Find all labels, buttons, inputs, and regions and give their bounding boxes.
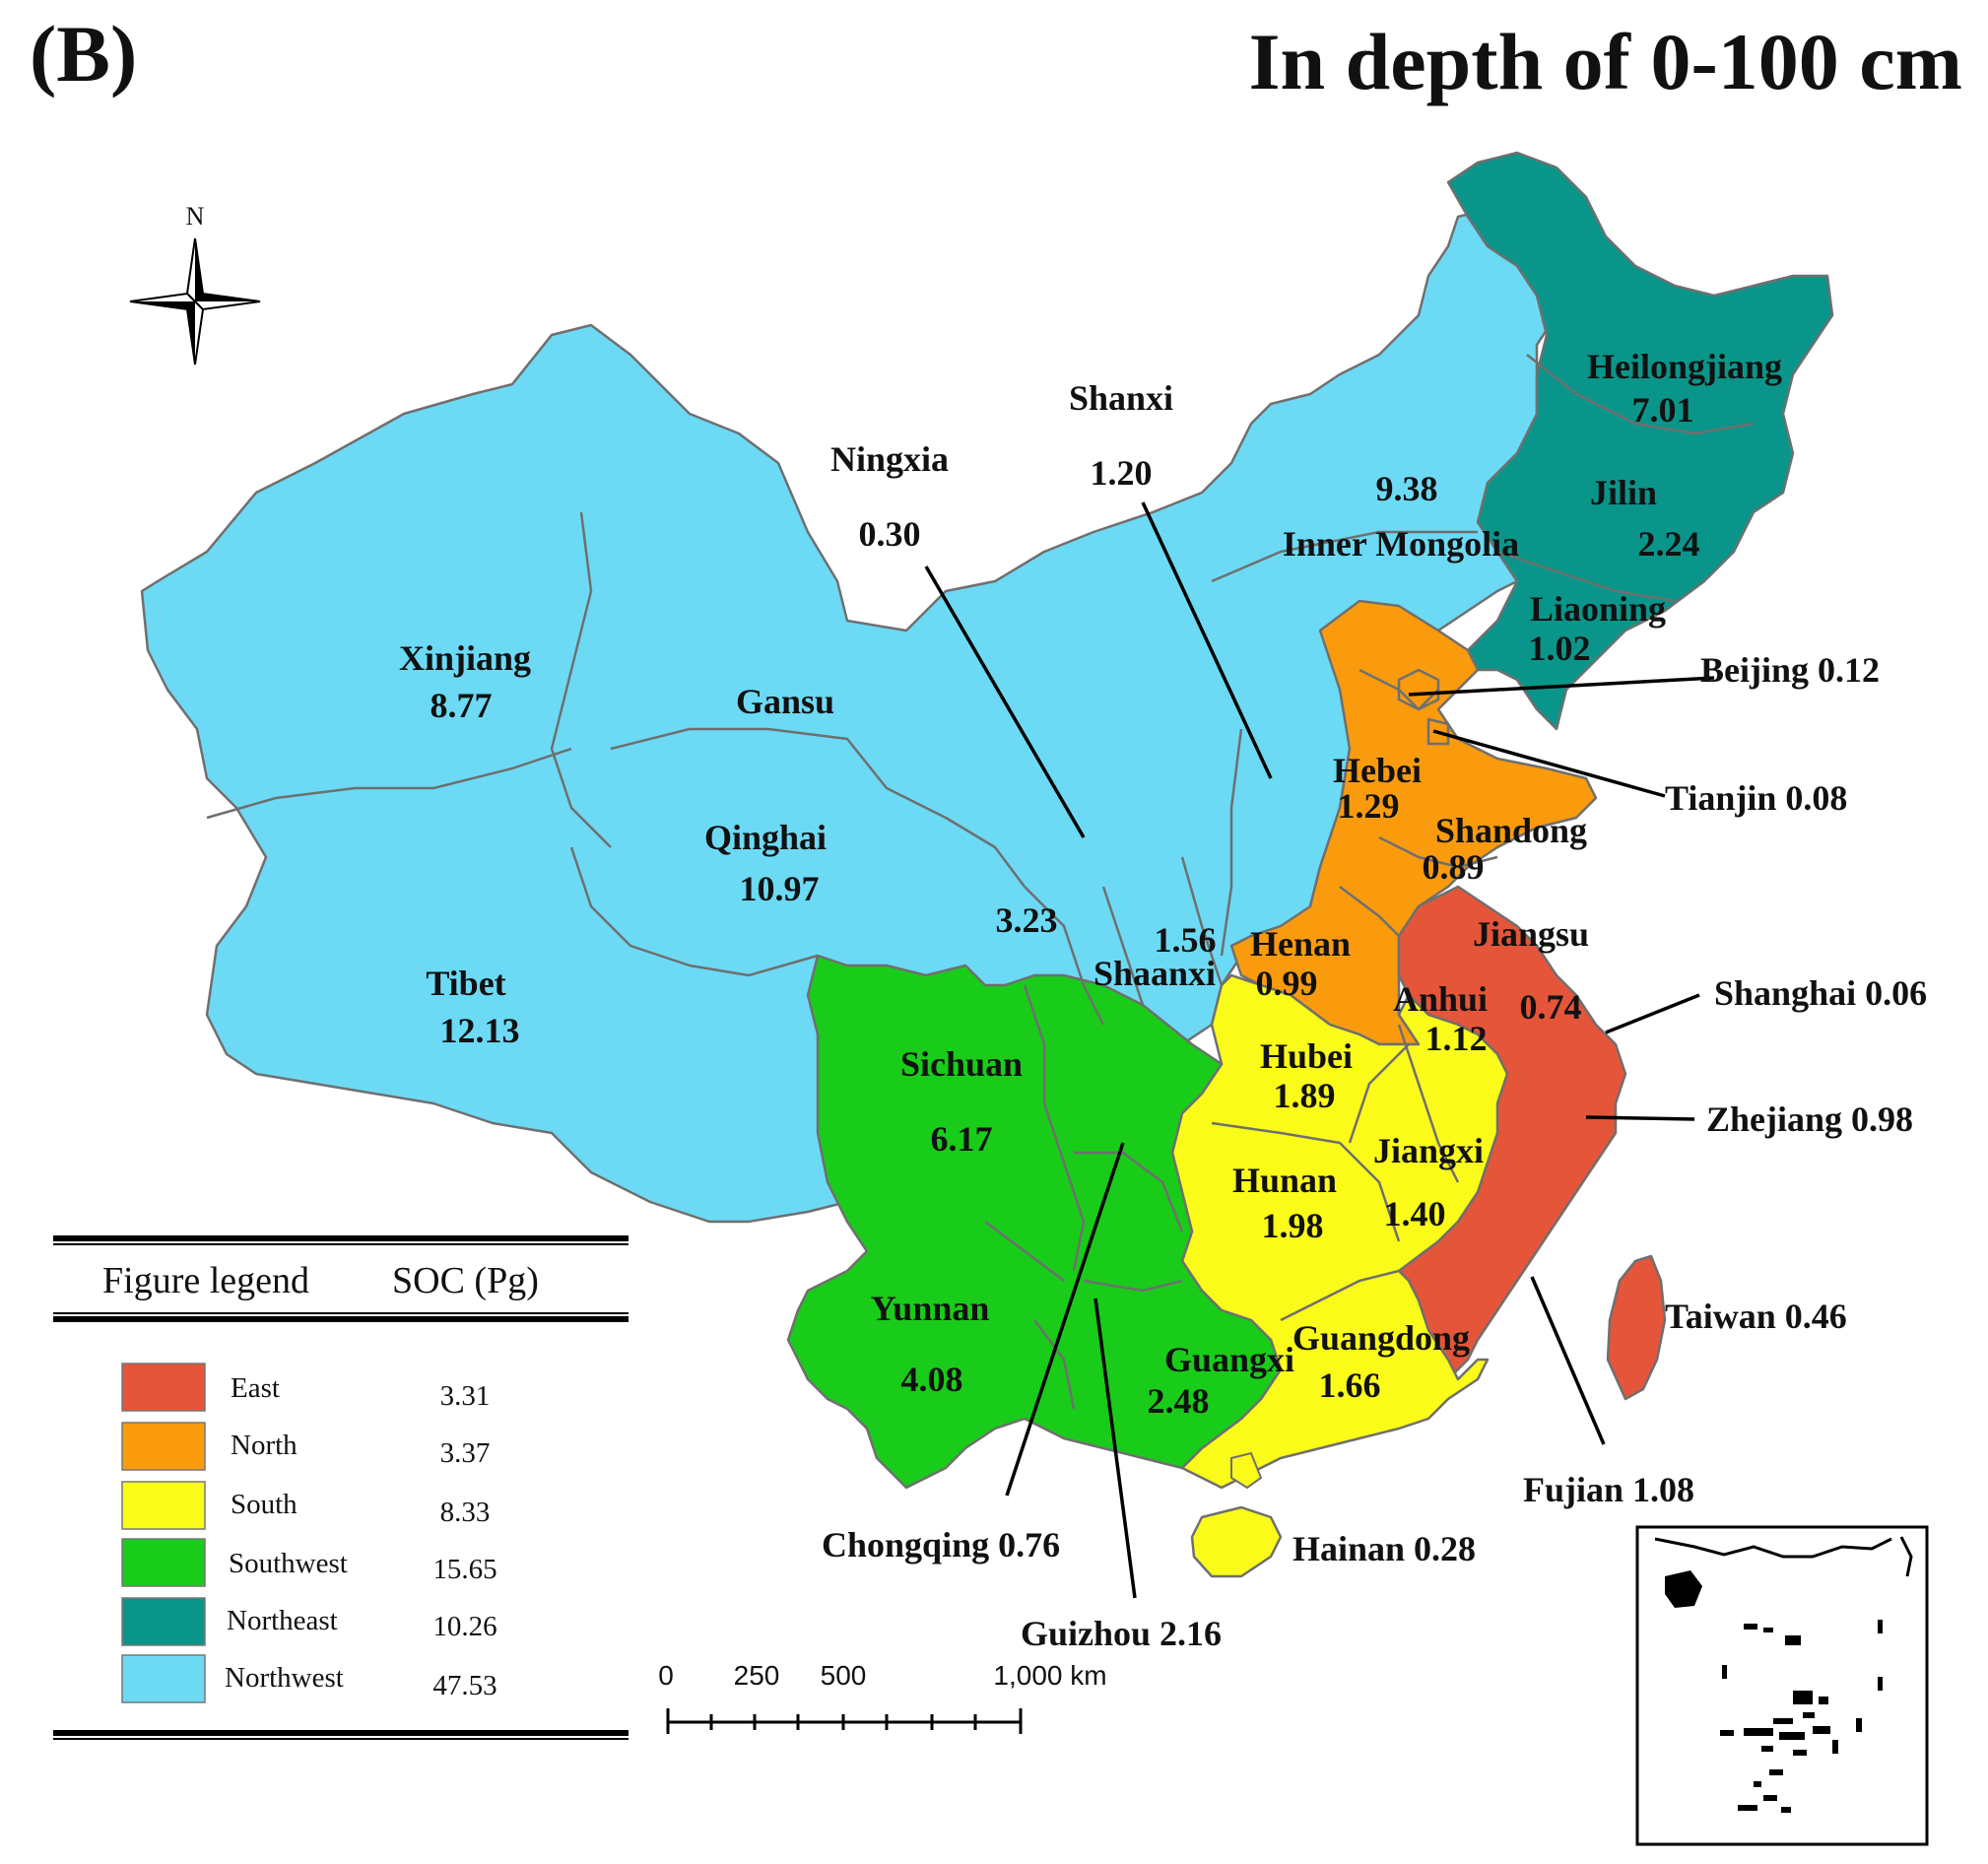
label-henan-value: 0.99 [1256, 964, 1318, 1003]
label-guangxi-value: 2.48 [1148, 1381, 1210, 1421]
label-yunnan-value: 4.08 [901, 1360, 963, 1399]
label-guangdong-value: 1.66 [1319, 1365, 1381, 1405]
label-guangdong-name: Guangdong [1292, 1318, 1470, 1358]
province-labels: Xinjiang 8.77 Tibet 12.13 Qinghai 10.97 … [399, 347, 1927, 1653]
scale-label-0: 0 [658, 1660, 674, 1691]
leader-lines [924, 501, 1715, 1599]
tianjin-outline [1426, 717, 1450, 746]
label-chongqing: Chongqing 0.76 [822, 1525, 1060, 1564]
region-southwest [786, 954, 1283, 1490]
legend-label-southwest: Southwest [229, 1548, 348, 1579]
region-taiwan [1606, 1254, 1667, 1401]
legend-value-south: 8.33 [440, 1497, 491, 1528]
legend-value-east: 3.31 [440, 1380, 491, 1412]
legend-label-east: East [231, 1372, 280, 1404]
label-hebei-value: 1.29 [1338, 786, 1400, 826]
legend-value-southwest: 15.65 [432, 1554, 497, 1585]
label-gansu-name: Gansu [736, 682, 834, 721]
label-guizhou: Guizhou 2.16 [1021, 1614, 1222, 1653]
legend-value-northeast: 10.26 [432, 1611, 497, 1642]
label-beijing: Beijing 0.12 [1700, 650, 1880, 690]
compass-north-letter: N [186, 202, 205, 231]
label-jilin-value: 2.24 [1638, 524, 1700, 564]
scale-label-500: 500 [821, 1660, 867, 1691]
label-hunan-name: Hunan [1232, 1161, 1337, 1200]
label-tibet-value: 12.13 [440, 1011, 520, 1050]
label-liaoning-name: Liaoning [1530, 589, 1666, 629]
label-qinghai-value: 10.97 [740, 869, 820, 908]
legend-swatch-southwest [121, 1538, 206, 1587]
label-anhui-value: 1.12 [1425, 1019, 1488, 1058]
label-liaoning-value: 1.02 [1529, 629, 1591, 668]
label-henan-name: Henan [1250, 924, 1351, 964]
scale-label-1000: 1,000 km [993, 1660, 1106, 1691]
label-hubei-value: 1.89 [1274, 1076, 1336, 1115]
label-fujian: Fujian 1.08 [1523, 1470, 1694, 1509]
label-shandong-value: 0.89 [1423, 847, 1485, 887]
legend-label-south: South [231, 1489, 298, 1520]
label-shanghai: Shanghai 0.06 [1714, 973, 1927, 1013]
panel-label: (B) [30, 9, 137, 99]
label-jilin-name: Jilin [1590, 473, 1657, 512]
south-china-sea-inset [1635, 1525, 1929, 1846]
region-hainan [1190, 1505, 1283, 1578]
legend-swatch-northwest [121, 1654, 206, 1703]
label-jiangsu-value: 0.74 [1520, 987, 1582, 1027]
legend-swatch-northeast [121, 1597, 206, 1646]
label-xinjiang-name: Xinjiang [399, 638, 531, 678]
legend-swatch-south [121, 1481, 206, 1530]
label-jiangxi-name: Jiangxi [1373, 1131, 1484, 1170]
label-anhui-name: Anhui [1393, 979, 1488, 1019]
legend-label-northwest: Northwest [225, 1662, 344, 1694]
label-heilongjiang-value: 7.01 [1632, 390, 1694, 430]
label-tianjin: Tianjin 0.08 [1665, 778, 1847, 818]
label-hebei-name: Hebei [1333, 751, 1422, 790]
legend-swatch-north [121, 1422, 206, 1471]
label-tibet-name: Tibet [426, 964, 505, 1003]
label-guangxi-name: Guangxi [1164, 1340, 1294, 1379]
legend-header-right: SOC (Pg) [392, 1260, 539, 1301]
legend-swatch-east [121, 1363, 206, 1412]
legend-value-north: 3.37 [440, 1437, 491, 1469]
figure-legend: Figure legend SOC (Pg) East 3.31 North 3… [53, 1235, 629, 1740]
beijing-outline [1397, 668, 1440, 711]
scale-label-250: 250 [734, 1660, 780, 1691]
label-jiangxi-value: 1.40 [1384, 1194, 1446, 1233]
label-shanxi-value: 1.20 [1091, 453, 1153, 493]
label-shandong-name: Shandong [1435, 811, 1587, 850]
label-innermongolia-value: 9.38 [1376, 469, 1438, 508]
region-northeast [1446, 151, 1834, 731]
map-title: In depth of 0-100 cm [1249, 17, 1962, 106]
legend-value-northwest: 47.53 [432, 1670, 497, 1701]
label-jiangsu-name: Jiangsu [1473, 914, 1589, 954]
legend-label-north: North [231, 1430, 298, 1461]
label-shaanxi-value: 1.56 [1155, 920, 1217, 960]
label-innermongolia-name: Inner Mongolia [1283, 524, 1519, 564]
label-sichuan-value: 6.17 [931, 1119, 993, 1159]
legend-label-northeast: Northeast [227, 1605, 338, 1636]
label-taiwan: Taiwan 0.46 [1665, 1297, 1847, 1336]
label-ningxia-name: Ningxia [830, 439, 949, 479]
compass-rose-icon: N [129, 202, 261, 366]
scale-bar: 0 250 500 1,000 km [658, 1660, 1107, 1734]
label-qinghai-name: Qinghai [704, 818, 827, 857]
label-sichuan-name: Sichuan [900, 1044, 1023, 1084]
label-shanxi-name: Shanxi [1069, 378, 1173, 418]
label-hunan-value: 1.98 [1262, 1206, 1324, 1245]
label-hubei-name: Hubei [1260, 1036, 1353, 1076]
label-ningxia-value: 0.30 [859, 514, 921, 554]
label-gansu-value: 3.23 [996, 900, 1058, 940]
legend-header-left: Figure legend [102, 1260, 309, 1301]
label-shaanxi-name: Shaanxi [1093, 954, 1216, 993]
province-borders [206, 354, 1755, 1410]
label-heilongjiang-name: Heilongjiang [1587, 347, 1782, 386]
china-map [140, 151, 1834, 1578]
label-yunnan-name: Yunnan [871, 1289, 990, 1328]
label-zhejiang: Zhejiang 0.98 [1706, 1099, 1913, 1139]
label-hainan: Hainan 0.28 [1292, 1529, 1476, 1568]
label-xinjiang-value: 8.77 [431, 686, 493, 725]
